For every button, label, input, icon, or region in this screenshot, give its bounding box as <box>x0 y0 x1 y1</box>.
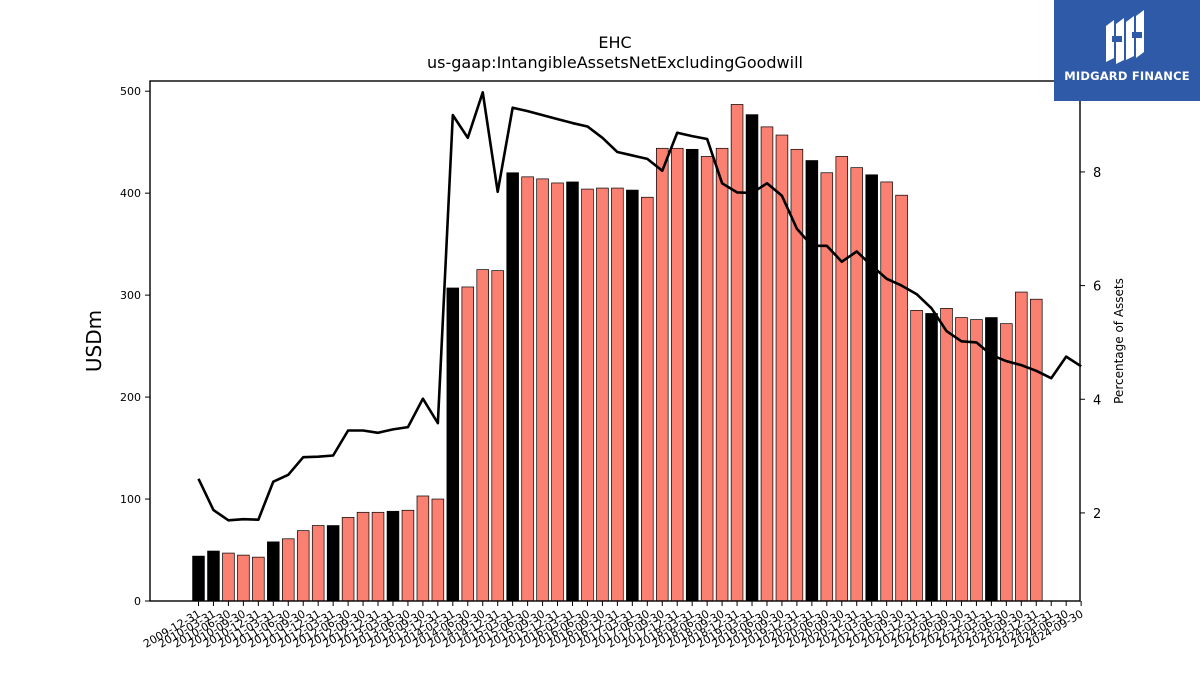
bar <box>491 270 504 602</box>
bar <box>730 104 744 602</box>
bar <box>865 174 878 602</box>
bar <box>536 178 549 602</box>
bar <box>237 554 250 602</box>
line-group <box>197 91 1082 522</box>
bar <box>326 525 340 602</box>
bar <box>670 147 684 602</box>
bar <box>1000 323 1013 602</box>
bar <box>446 287 460 602</box>
bar <box>835 156 849 602</box>
logo-mark-icon <box>1106 10 1144 64</box>
bar <box>1015 291 1028 602</box>
bar <box>596 187 609 602</box>
bar <box>581 188 594 602</box>
bar <box>940 308 953 602</box>
bar <box>1030 298 1043 602</box>
bar <box>850 167 863 602</box>
bar <box>506 172 519 602</box>
bar <box>267 541 280 602</box>
bar <box>985 317 998 602</box>
bar <box>715 147 729 602</box>
bar <box>745 114 759 602</box>
bar <box>401 509 415 602</box>
bar <box>476 269 489 602</box>
bar <box>431 498 445 602</box>
bar <box>461 286 475 602</box>
bar <box>955 317 968 602</box>
bar <box>626 189 639 602</box>
y-tick-label: 400 <box>120 187 141 200</box>
bar <box>760 126 774 602</box>
plot-frame <box>149 80 1081 602</box>
bar <box>656 147 669 602</box>
y-tick-label: 0 <box>134 595 141 608</box>
y2-tick-label: 2 <box>1093 507 1101 522</box>
midgard-finance-logo: MIDGARD FINANCE <box>1054 0 1200 101</box>
bar <box>925 313 938 602</box>
y2-axis-label: Percentage of Assets <box>1112 278 1126 404</box>
series-line <box>197 91 1082 522</box>
bar <box>700 156 714 602</box>
chart-title: EHC <box>598 33 631 52</box>
bar <box>371 511 385 602</box>
bar <box>805 160 819 602</box>
bar <box>566 181 579 602</box>
logo-text: MIDGARD FINANCE <box>1064 69 1190 83</box>
bar <box>521 176 534 602</box>
bar <box>895 194 908 602</box>
bar <box>311 525 325 602</box>
y-tick-label: 500 <box>120 85 141 98</box>
bar <box>641 196 654 602</box>
bar <box>341 517 355 602</box>
y2-tick-label: 4 <box>1093 393 1101 408</box>
bar <box>296 530 310 602</box>
bar <box>880 181 893 602</box>
bar <box>192 555 205 602</box>
y2-tick-label: 8 <box>1093 166 1101 181</box>
bar <box>207 550 220 602</box>
bar <box>910 310 923 602</box>
bar <box>356 511 370 602</box>
bar <box>820 172 834 602</box>
bar <box>551 182 564 602</box>
y-axis-label: USDm <box>82 310 106 372</box>
bar <box>252 556 265 602</box>
y-tick-label: 300 <box>120 289 141 302</box>
bar <box>970 319 983 602</box>
bar <box>685 148 699 602</box>
bar <box>222 552 235 602</box>
bar <box>611 187 624 602</box>
bar <box>282 538 295 602</box>
bar <box>386 510 400 602</box>
y-tick-label: 100 <box>120 493 141 506</box>
chart-subtitle: us-gaap:IntangibleAssetsNetExcludingGood… <box>427 53 803 72</box>
axes-group: 010020030040050024682009-12-312010-03-31… <box>120 80 1101 651</box>
y-tick-label: 200 <box>120 391 141 404</box>
y2-tick-label: 6 <box>1093 280 1101 295</box>
bars-group <box>192 104 1043 602</box>
bar <box>416 495 430 602</box>
